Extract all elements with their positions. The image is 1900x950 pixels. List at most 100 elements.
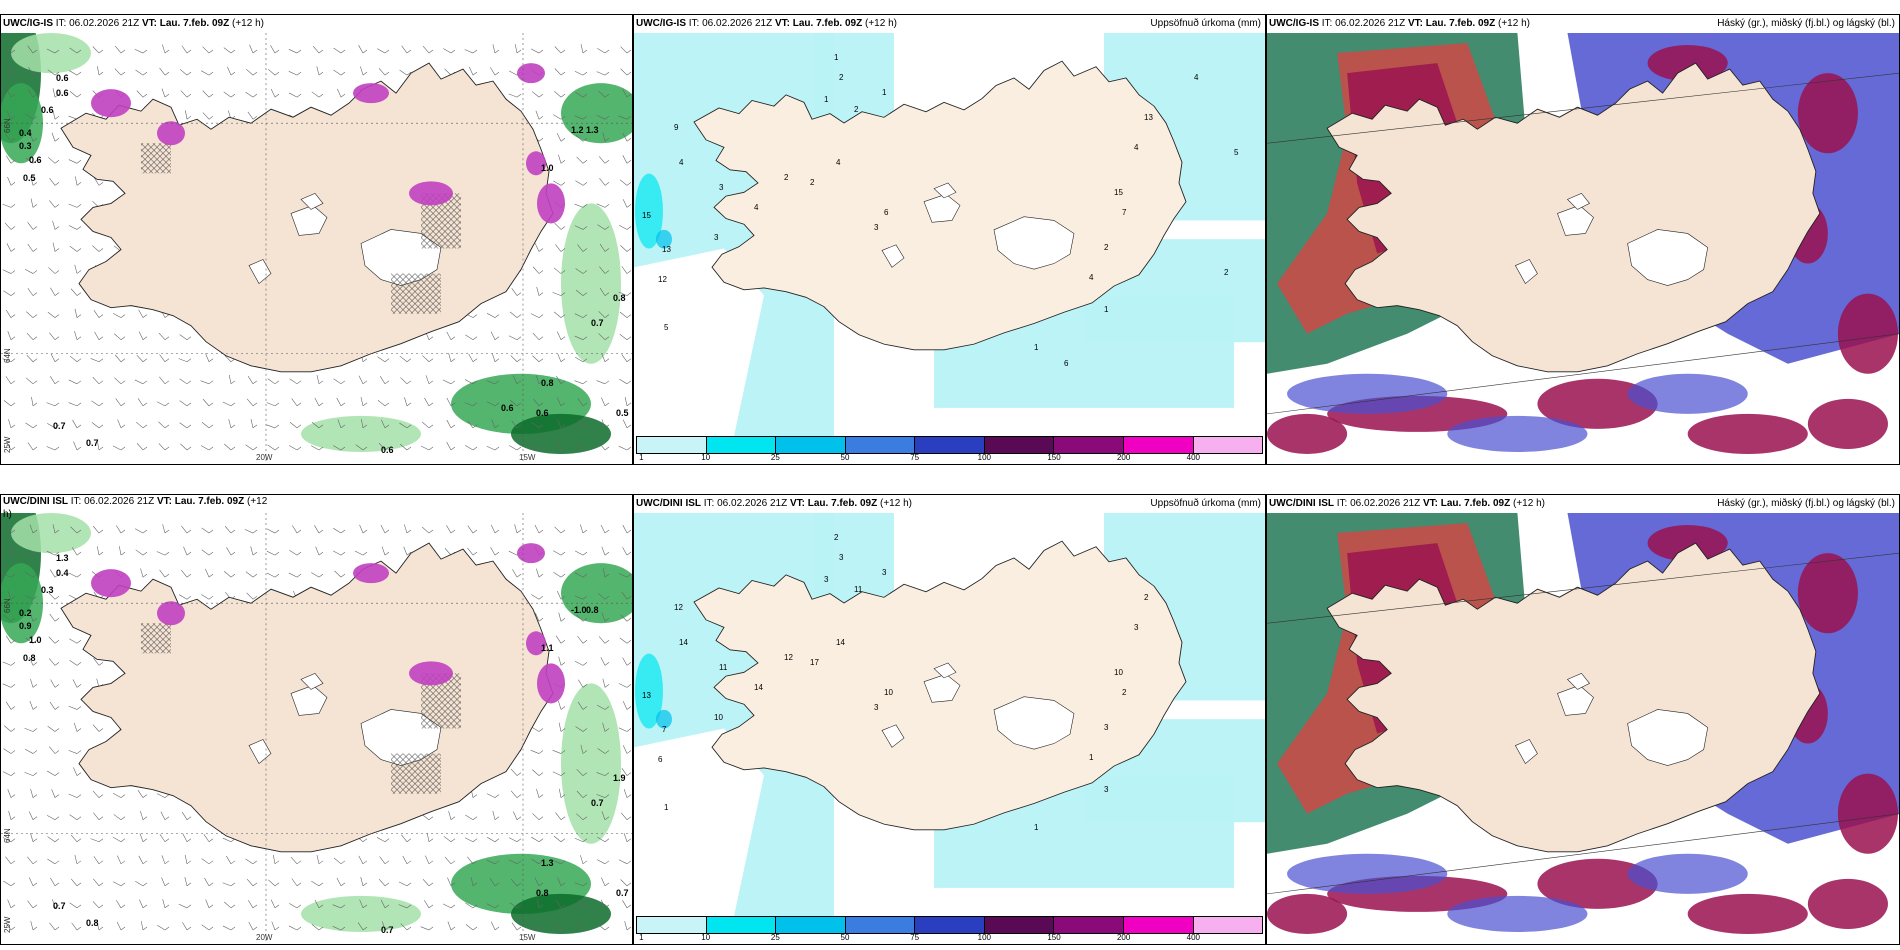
forecast-step: (+12 h) [1498, 18, 1530, 29]
forecast-step: (+12 h) [880, 498, 912, 509]
value-label: 0.7 [53, 901, 66, 911]
panel-header: UWC/DINI ISL IT: 06.02.2026 21Z VT: Lau.… [1, 495, 632, 523]
colorbar-label: 400 [1186, 453, 1201, 462]
it-value: 06.02.2026 21Z [717, 498, 788, 509]
map-panel-ig-is-cloud: UWC/IG-IS IT: 06.02.2026 21Z VT: Lau. 7.… [1266, 14, 1900, 465]
vt-value: Lau. 7.feb. 09Z [807, 498, 878, 509]
glacier [993, 696, 1075, 750]
heavy-precip-blob [91, 89, 131, 118]
map-area[interactable]: 1 2 1 1 2 9 4 3 15 13 12 5 3 4 2 2 4 6 3 13 4 15 7 2 4 1 1 6 4 5 2 [634, 33, 1265, 436]
mid-cloud-patch [1807, 398, 1888, 449]
value-label: 12 [658, 275, 667, 284]
mid-cloud-patch [1267, 893, 1348, 934]
precip-blob [301, 895, 421, 932]
it-label: IT: [55, 18, 67, 29]
value-label: 1.3 [56, 553, 69, 563]
panel-header: UWC/IG-IS IT: 06.02.2026 21Z VT: Lau. 7.… [1, 15, 632, 33]
longitude-label: 20W [256, 933, 273, 942]
colorbar-swatch [776, 917, 846, 933]
latitude-label: 64N [3, 828, 12, 843]
model-name: UWC/DINI ISL [636, 498, 701, 509]
latitude-label: 25W [3, 436, 12, 453]
colorbar-swatch [1054, 917, 1124, 933]
map-panel-dini-wind: UWC/DINI ISL IT: 06.02.2026 21Z VT: Lau.… [0, 494, 633, 945]
vt-label: VT: [1422, 498, 1438, 509]
map-area[interactable]: 20W 15W 66N 64N 25W 1.3 0.4 0.3 0.2 0.9 1.0 0.8 -1.0… [1, 513, 632, 944]
heavy-precip-blob [157, 601, 185, 626]
value-label: 7 [1122, 208, 1127, 217]
mid-cloud-patch [1647, 525, 1728, 562]
colorbar-swatch [1193, 437, 1263, 453]
value-label: 1.3 [586, 125, 599, 135]
value-label: 0.6 [536, 408, 549, 418]
map-area[interactable]: 2 3 3 3 11 12 14 11 13 7 6 1 10 14 12 17 14 10 3 2 3 10 2 3 1 3 1 [634, 513, 1265, 916]
colorbar-label: 100 [977, 453, 992, 462]
heavy-precip-blob [517, 543, 545, 564]
map-area[interactable]: 20W 15W 66N 64N 25W 0.6 0.6 0.6 0.4 0.3 0.6 0.5 1.2 1… [1, 33, 632, 464]
colorbar-swatch [1054, 437, 1124, 453]
value-label: 1 [1089, 753, 1094, 762]
value-label: 10 [714, 713, 723, 722]
colorbar-swatch [915, 917, 985, 933]
value-label: 0.4 [56, 568, 69, 578]
value-label: 4 [754, 203, 759, 212]
value-label: 2 [839, 73, 844, 82]
precip-blob [561, 683, 621, 844]
map-area[interactable] [1267, 33, 1899, 464]
value-label: 12 [674, 603, 683, 612]
mid-cloud-patch [1797, 553, 1858, 634]
colorbar-label: 50 [840, 933, 850, 942]
it-label: IT: [1336, 498, 1348, 509]
low-cloud-patch [1627, 373, 1748, 414]
value-label: 1 [1104, 305, 1109, 314]
colorbar-swatch [776, 437, 846, 453]
panel-header: UWC/IG-IS IT: 06.02.2026 21Z VT: Lau. 7.… [1267, 15, 1899, 33]
precip-area-heavy [635, 173, 663, 249]
it-value: 06.02.2026 21Z [702, 18, 773, 29]
value-label: 1 [882, 88, 887, 97]
colorbar-swatch [1193, 917, 1263, 933]
latitude-label: 25W [3, 916, 12, 933]
value-label: 0.8 [536, 888, 549, 898]
colorbar-swatch [637, 437, 707, 453]
low-cloud-patch [1447, 895, 1588, 932]
value-label: -1.0 [571, 605, 587, 615]
value-label: 5 [1234, 148, 1239, 157]
glacier [1627, 229, 1709, 286]
low-cloud-patch [1287, 373, 1448, 414]
low-cloud-patch [1287, 853, 1448, 894]
colorbar-swatch [706, 437, 777, 453]
latitude-label: 66N [3, 598, 12, 613]
panel-header: UWC/DINI ISL IT: 06.02.2026 21Z VT: Lau.… [1267, 495, 1899, 513]
panel-title: Uppsöfnuð úrkoma (mm) [1150, 498, 1261, 509]
value-label: 4 [679, 158, 684, 167]
heavy-precip-blob [157, 121, 185, 146]
it-value: 06.02.2026 21Z [84, 496, 155, 507]
map-panel-ig-is-precip: UWC/IG-IS IT: 06.02.2026 21Z VT: Lau. 7.… [633, 14, 1266, 465]
value-label: 12 [784, 653, 793, 662]
value-label: 2 [784, 173, 789, 182]
value-label: 4 [1089, 273, 1094, 282]
longitude-label: 20W [256, 453, 273, 462]
glacier [248, 259, 272, 285]
hatched-area [391, 753, 441, 794]
value-label: 6 [884, 208, 889, 217]
colorbar-label: 1 [639, 453, 644, 462]
value-label: 2 [1224, 268, 1229, 277]
it-label: IT: [703, 498, 715, 509]
colorbar-swatch [984, 917, 1055, 933]
map-area[interactable] [1267, 513, 1899, 944]
it-value: 06.02.2026 21Z [1335, 18, 1406, 29]
colorbar-swatch [845, 917, 916, 933]
panel-header: UWC/IG-IS IT: 06.02.2026 21Z VT: Lau. 7.… [634, 15, 1265, 33]
precip-colorbar: 1 10 25 50 75 100 150 200 400 [634, 916, 1265, 944]
glacier [248, 739, 272, 765]
value-label: 14 [836, 638, 845, 647]
value-label: 0.2 [19, 608, 32, 618]
glacier [881, 244, 905, 268]
value-label: 11 [719, 663, 728, 672]
heavy-precip-blob [353, 83, 389, 104]
glacier [300, 673, 324, 690]
value-label: 1 [824, 95, 829, 104]
mid-cloud-patch [1797, 73, 1858, 154]
